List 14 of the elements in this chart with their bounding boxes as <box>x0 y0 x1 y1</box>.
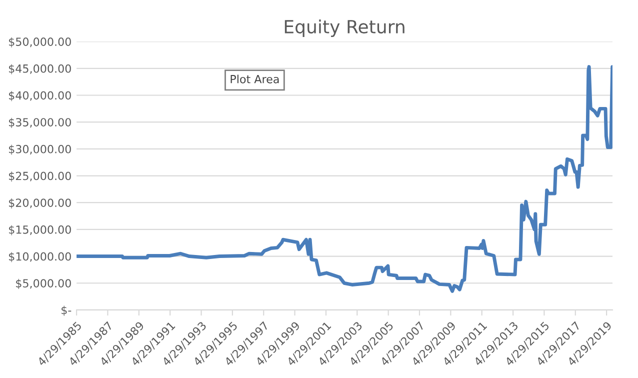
y-tick-label: $35,000.00 <box>9 118 71 128</box>
y-tick-label: $5,000.00 <box>16 278 71 289</box>
y-tick-label: $20,000.00 <box>9 198 71 208</box>
y-tick-label: $45,000.00 <box>9 64 71 74</box>
y-tick-label: $30,000.00 <box>9 144 71 155</box>
y-tick-label: $- <box>62 306 72 316</box>
y-tick-label: $25,000.00 <box>9 172 71 182</box>
y-tick-label: $15,000.00 <box>9 225 71 236</box>
y-tick-label: $10,000.00 <box>9 252 71 262</box>
line-series <box>76 65 612 293</box>
chart-title: Equity Return <box>284 20 404 37</box>
y-tick-label: $50,000.00 <box>9 37 71 48</box>
annotation: Plot Area <box>230 74 279 84</box>
y-tick-label: $40,000.00 <box>9 91 71 102</box>
